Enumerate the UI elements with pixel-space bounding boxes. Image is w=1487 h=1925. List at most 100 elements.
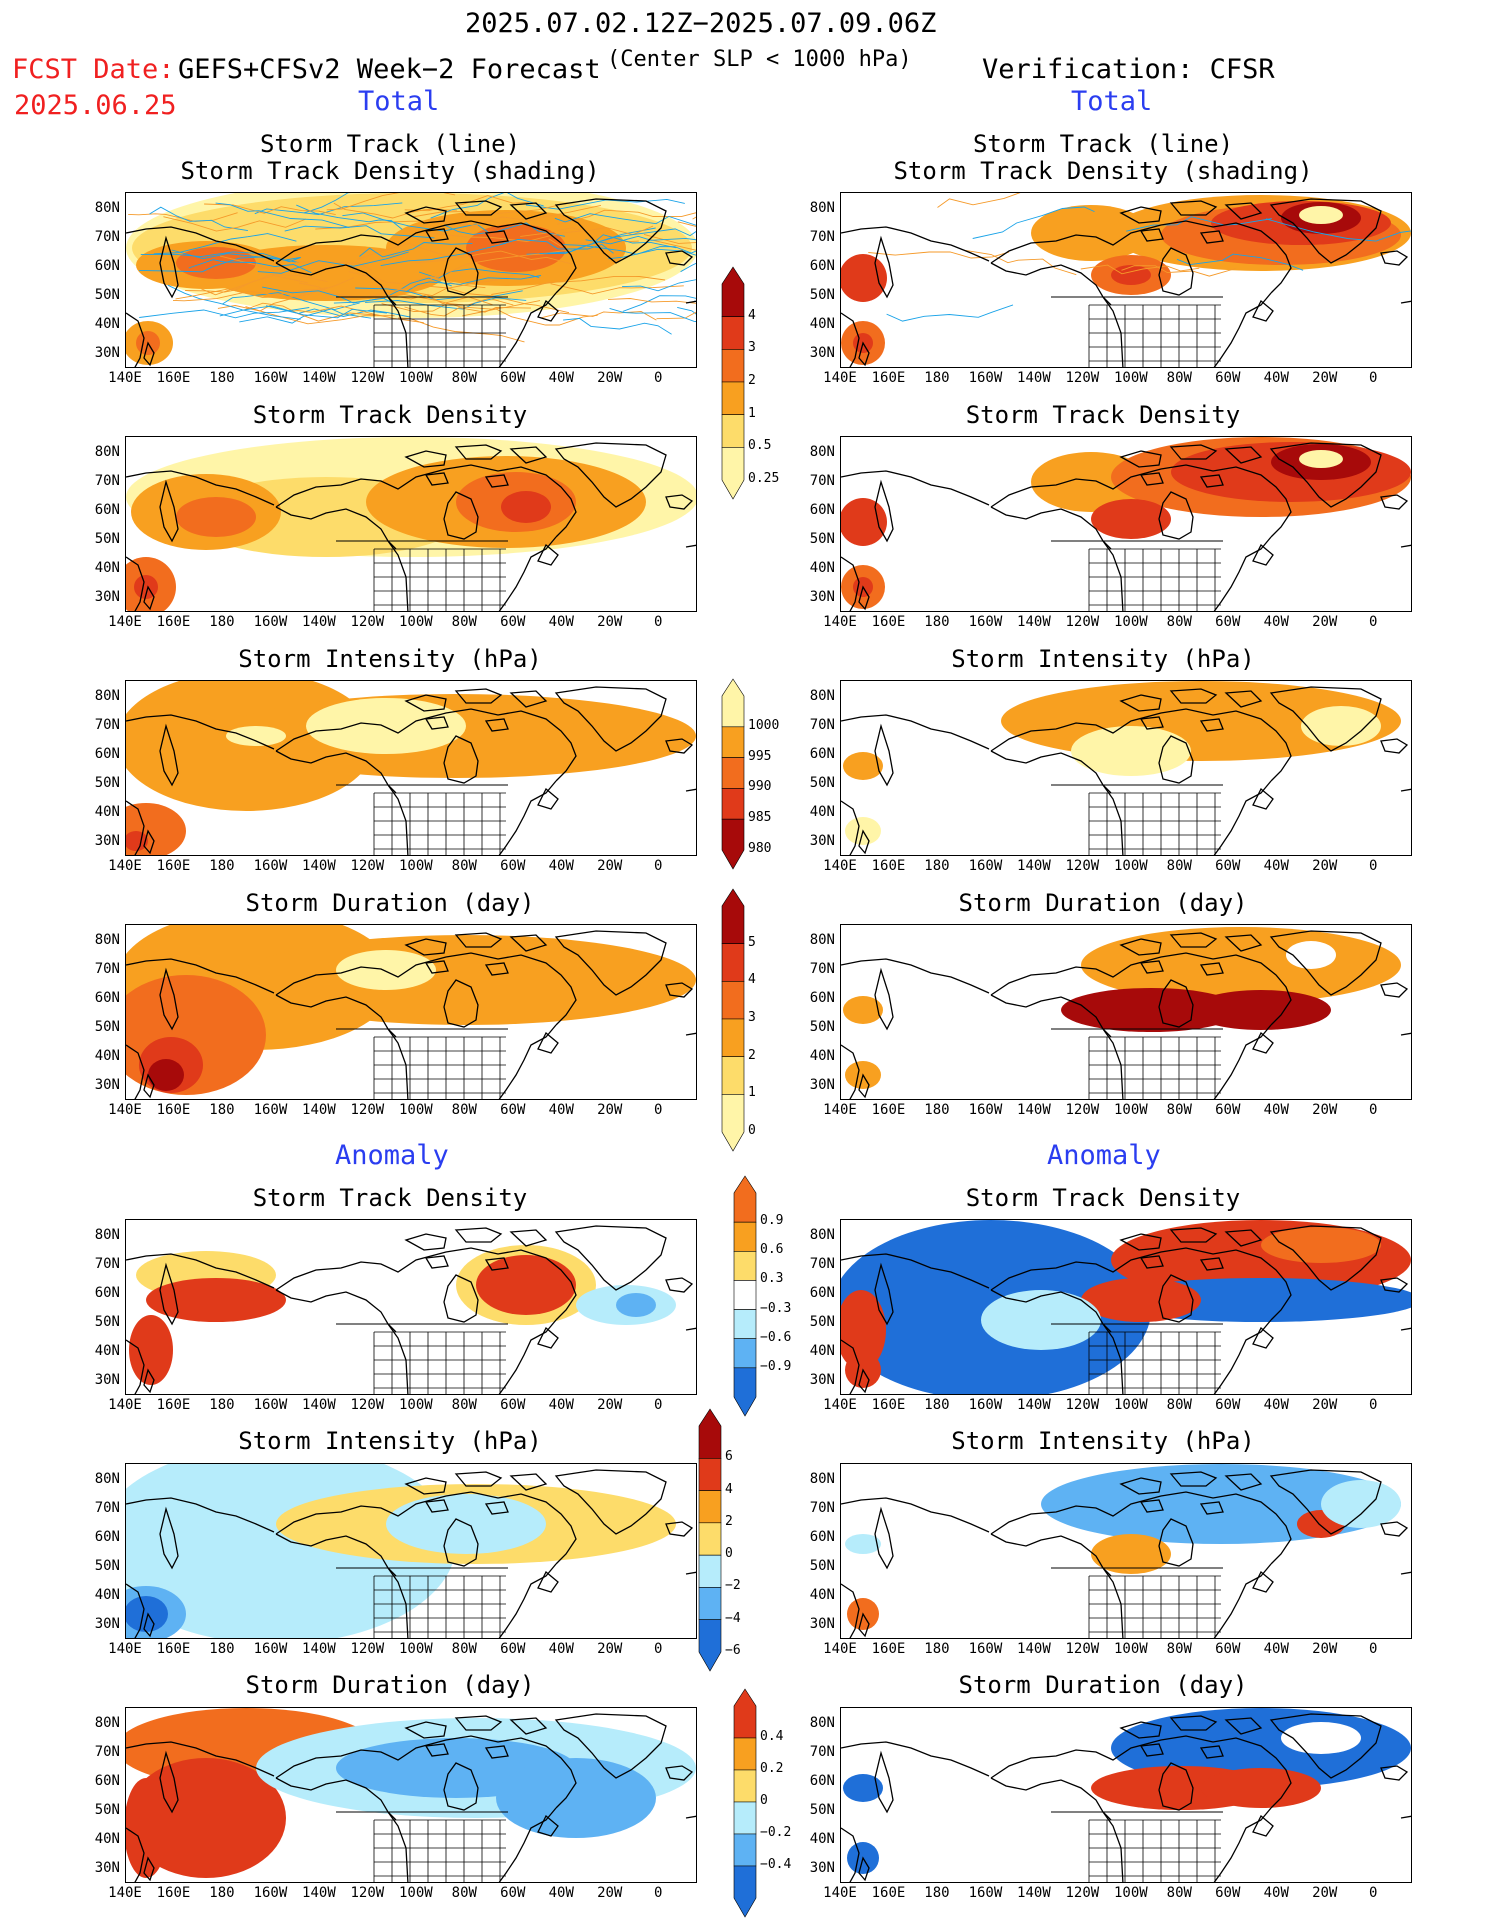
colorbar-tick-label: 6: [725, 1449, 733, 1465]
lon-tick-label: 20W: [597, 614, 623, 630]
colorbar-bin: [733, 1769, 757, 1803]
storm-track-line: [245, 306, 395, 325]
storm-track-line: [172, 288, 324, 302]
lat-tick-label: 60N: [94, 990, 120, 1006]
lon-tick-label: 140E: [108, 370, 142, 386]
colorbar-bin: [733, 1309, 757, 1340]
lon-tick-label: 80W: [451, 1397, 477, 1413]
lon-tick-label: 60W: [1215, 370, 1241, 386]
title-track-line-left: Storm Track (line): [259, 130, 521, 158]
map-track-forecast: [125, 192, 697, 368]
lon-tick-label: 140W: [302, 1641, 336, 1657]
storm-track-line: [239, 308, 372, 324]
lon-tick-label: 80W: [1166, 858, 1192, 874]
colorbar-bin: [733, 1833, 757, 1867]
lon-tick-label: 120W: [1065, 858, 1100, 874]
lon-tick-label: 140W: [1017, 1885, 1051, 1901]
shaded-region: [1081, 1278, 1201, 1322]
lon-tick-label: 160W: [253, 1397, 288, 1413]
lon-tick-label: 160E: [871, 1102, 906, 1118]
colorbar-bin: [721, 981, 745, 1020]
lon-tick-label: 140W: [1017, 1641, 1051, 1657]
lat-tick-label: 30N: [94, 1372, 120, 1388]
shaded-region: [981, 1290, 1101, 1350]
lon-tick-label: 60W: [1215, 1641, 1241, 1657]
colorbar-bin: [721, 381, 745, 415]
lon-tick-label: 80W: [451, 614, 477, 630]
storm-track-line: [964, 249, 1077, 276]
lon-tick-label: 80W: [1166, 1397, 1192, 1413]
colorbar-tick-label: 995: [748, 748, 772, 764]
lon-tick-label: 20W: [597, 370, 623, 386]
lon-tick-label: 140W: [302, 370, 336, 386]
map-duration-observed: [840, 924, 1412, 1100]
storm-track-line: [585, 235, 696, 245]
storm-track-line: [185, 275, 309, 293]
colorbar-bin: [721, 1094, 745, 1152]
map-density-observed: [840, 436, 1412, 612]
colorbar-tick-label: −6: [725, 1643, 741, 1658]
colorbar-tick-label: 0.3: [760, 1271, 784, 1287]
lon-tick-label: 60W: [500, 858, 526, 874]
lon-tick-label: 60W: [500, 614, 526, 630]
lon-tick-label: 160E: [871, 614, 906, 630]
lon-tick-label: 80W: [451, 1102, 477, 1118]
fcst-date: 2025.06.25: [14, 90, 177, 121]
lat-tick-label: 50N: [94, 531, 120, 547]
colorbar-tick-label: 0.2: [760, 1761, 784, 1776]
lat-tick-label: 80N: [94, 200, 120, 216]
colorbar-tick-label: 4: [748, 972, 756, 988]
storm-track-line: [299, 282, 414, 299]
lon-tick-label: 40W: [548, 1641, 574, 1657]
lat-tick-label: 40N: [809, 316, 835, 332]
lon-tick-label: 180: [924, 1641, 950, 1657]
colorbar-tick-label: 5: [748, 934, 756, 950]
lon-tick-label: 100W: [1113, 370, 1148, 386]
lat-tick-label: 80N: [809, 200, 835, 216]
lat-tick-label: 50N: [809, 1802, 835, 1818]
colorbar-bin: [721, 447, 745, 500]
lon-tick-label: 160W: [968, 1102, 1003, 1118]
lat-tick-label: 60N: [809, 990, 835, 1006]
storm-track-line: [359, 242, 473, 258]
lon-tick-label: 20W: [1312, 370, 1338, 386]
title-anom-duration-right: Storm Duration (day): [958, 1671, 1248, 1699]
lon-tick-label: 140E: [823, 1885, 857, 1901]
lon-tick-label: 60W: [500, 1885, 526, 1901]
lon-tick-label: 180: [924, 1885, 950, 1901]
colorbar-bin: [721, 266, 745, 317]
storm-track-line: [416, 284, 570, 314]
shaded-region: [1201, 1768, 1321, 1808]
title-anom-duration-left: Storm Duration (day): [245, 1671, 535, 1699]
storm-track-line: [550, 283, 684, 295]
lon-tick-label: 180: [209, 1641, 235, 1657]
lon-tick-label: 40W: [1263, 1641, 1289, 1657]
lon-tick-label: 140W: [302, 1397, 336, 1413]
lon-tick-label: 180: [209, 1885, 235, 1901]
storm-track-line: [217, 277, 355, 312]
lat-tick-label: 50N: [809, 531, 835, 547]
colorbar-tick-label: 0: [748, 1123, 756, 1138]
lat-tick-label: 80N: [809, 1471, 835, 1487]
lat-tick-label: 60N: [809, 258, 835, 274]
lat-tick-label: 40N: [94, 1048, 120, 1064]
lon-tick-label: 0: [1369, 858, 1378, 874]
storm-track-line: [607, 298, 696, 304]
storm-track-line: [342, 212, 489, 233]
colorbar-tick-label: 0.4: [760, 1729, 784, 1744]
storm-track-line: [380, 242, 507, 267]
lon-tick-label: 100W: [1113, 1397, 1148, 1413]
lon-tick-label: 140W: [1017, 858, 1051, 874]
lat-tick-label: 40N: [809, 1587, 835, 1603]
lon-tick-label: 160W: [968, 1397, 1003, 1413]
lat-tick-label: 60N: [94, 258, 120, 274]
lat-tick-label: 40N: [94, 804, 120, 820]
lon-tick-label: 120W: [1065, 370, 1100, 386]
lat-tick-label: 30N: [94, 345, 120, 361]
lat-tick-label: 80N: [94, 1471, 120, 1487]
lon-tick-label: 140E: [108, 1102, 142, 1118]
storm-track-line: [204, 203, 336, 216]
lon-tick-label: 60W: [1215, 1885, 1241, 1901]
storm-track-line: [556, 209, 696, 225]
storm-track-line: [647, 238, 696, 251]
